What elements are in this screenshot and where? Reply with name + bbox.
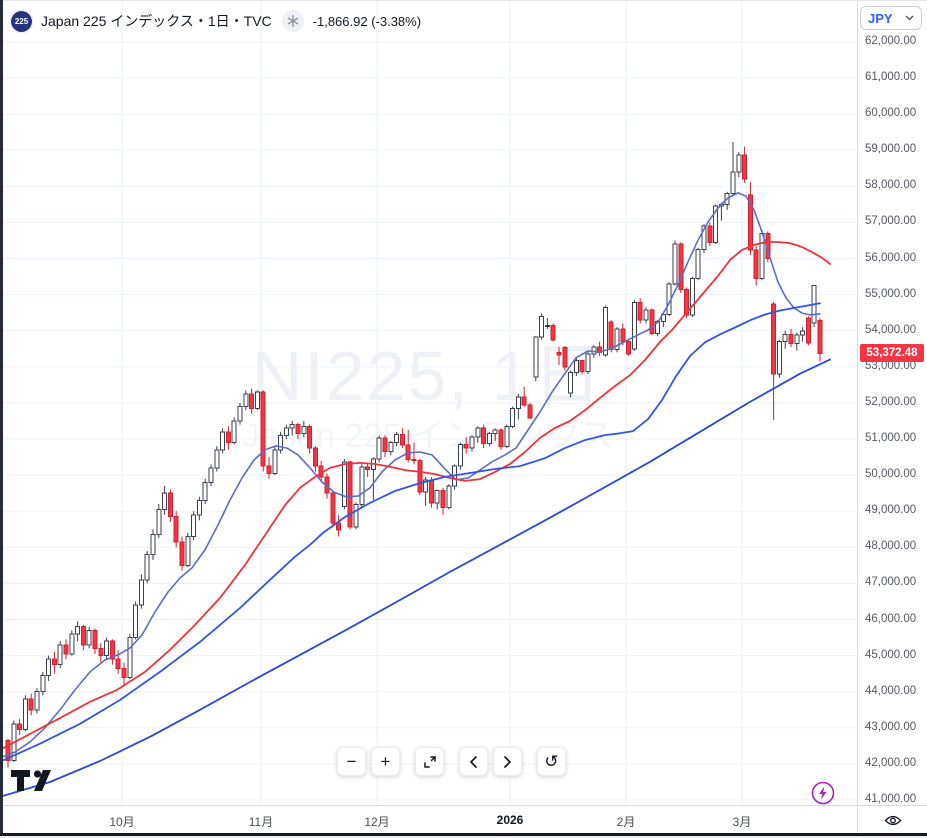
time-axis-label: 10月	[109, 815, 135, 829]
currency-selector[interactable]: JPY	[860, 6, 922, 30]
watermark-symbol: NI225, 1日	[251, 337, 605, 415]
eye-icon[interactable]	[884, 814, 902, 827]
snowflake-status-icon[interactable]	[281, 10, 304, 32]
price-axis-label: 47,000.00	[865, 576, 917, 589]
chevron-left-icon	[470, 755, 477, 768]
price-axis-label: 45,000.00	[865, 648, 917, 661]
axis-corner[interactable]	[857, 805, 927, 834]
symbol-logo-badge: 225	[10, 9, 33, 33]
window-under-edge	[0, 836, 927, 838]
lightning-button[interactable]	[811, 781, 835, 810]
window-left-edge	[0, 0, 3, 833]
symbol-title[interactable]: Japan 225 インデックス・1日・TVC	[41, 13, 272, 29]
price-axis-label: 58,000.00	[865, 179, 917, 192]
chart-nav-toolbar: − + ↺	[337, 747, 571, 776]
price-axis-label: 54,000.00	[865, 323, 917, 336]
price-axis-label: 57,000.00	[865, 215, 917, 228]
time-axis-label: 3月	[732, 815, 752, 829]
price-axis-label: 55,000.00	[865, 287, 917, 300]
price-axis-label: 51,000.00	[865, 432, 917, 445]
price-axis-label: 53,000.00	[865, 359, 917, 372]
symbol-legend[interactable]: 225 Japan 225 インデックス・1日・TVC -1,866.92 (-…	[10, 8, 421, 34]
price-axis-label: 49,000.00	[865, 504, 917, 517]
price-axis-label: 42,000.00	[865, 756, 917, 769]
reset-icon: ↺	[544, 751, 559, 771]
time-axis-label: 2026	[496, 813, 524, 827]
price-axis-label: 59,000.00	[865, 143, 917, 156]
candlestick-chart[interactable]	[0, 0, 857, 805]
ma-fast-line	[0, 192, 821, 759]
lightning-icon	[811, 781, 835, 805]
symbol-watermark: NI225, 1日 Japan 225 インデックス	[0, 338, 856, 458]
last-price-label: 53,372.48	[860, 344, 924, 363]
currency-label: JPY	[868, 10, 893, 26]
ma-slow-line	[0, 302, 821, 763]
price-change-text: -1,866.92 (-3.38%)	[312, 13, 422, 29]
zoom-out-button[interactable]: −	[337, 747, 366, 776]
price-axis-label: 50,000.00	[865, 468, 917, 481]
price-axis-label: 52,000.00	[865, 395, 917, 408]
price-axis-label: 41,000.00	[865, 793, 917, 805]
scroll-right-button[interactable]	[493, 747, 522, 776]
expand-icon	[423, 755, 436, 768]
plus-icon: +	[380, 751, 391, 771]
scroll-left-button[interactable]	[459, 747, 488, 776]
price-axis-label: 48,000.00	[865, 540, 917, 553]
price-axis-label: 61,000.00	[865, 71, 917, 84]
tradingview-logo[interactable]	[10, 768, 52, 799]
price-axis-label: 60,000.00	[865, 107, 917, 120]
window-bottom-edge	[0, 833, 927, 836]
time-axis-label: 12月	[364, 815, 390, 829]
price-axis-label: 46,000.00	[865, 612, 917, 625]
chevron-down-icon	[905, 15, 914, 21]
minus-icon: −	[346, 751, 357, 771]
price-axis[interactable]: 53,372.48 62,000.00 61,000.00 60,000.00 59,…	[857, 0, 927, 805]
time-axis-label: 11月	[248, 815, 274, 829]
reset-chart-button[interactable]: ↺	[537, 747, 566, 776]
scale-reset-button[interactable]	[415, 747, 444, 776]
ma-slowest-line	[0, 358, 831, 798]
price-axis-label: 43,000.00	[865, 720, 917, 733]
time-axis-label: 2月	[616, 815, 636, 829]
chevron-right-icon	[504, 755, 511, 768]
price-axis-label: 62,000.00	[865, 35, 917, 47]
time-axis[interactable]: 10月 11月 12月 2026 2月 3月	[0, 805, 857, 834]
chart-pane[interactable]: NI225, 1日 Japan 225 インデックス	[0, 0, 857, 805]
price-axis-label: 56,000.00	[865, 251, 917, 264]
window-top-edge	[0, 0, 927, 1]
zoom-in-button[interactable]: +	[371, 747, 400, 776]
price-axis-label: 44,000.00	[865, 684, 917, 697]
